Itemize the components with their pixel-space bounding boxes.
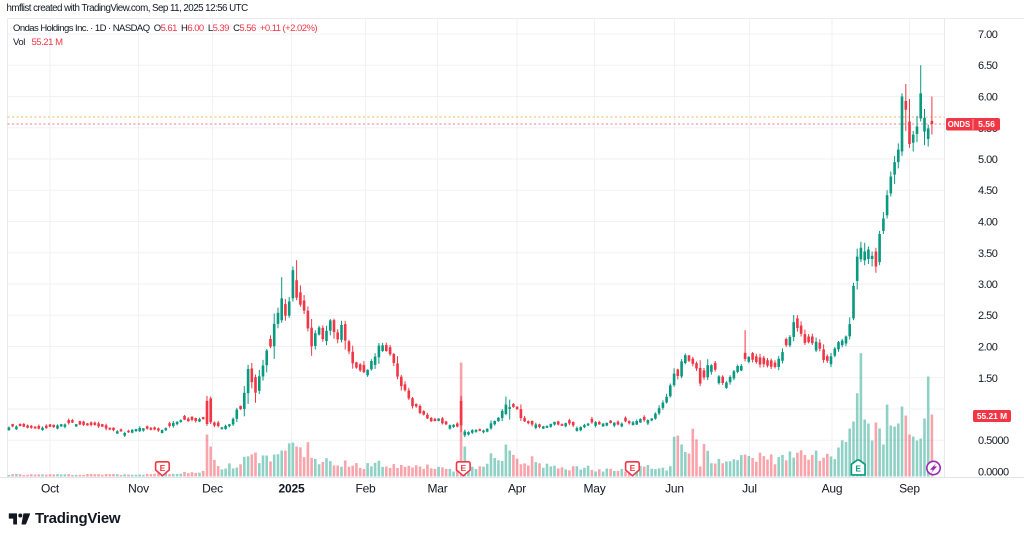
svg-text:4.50: 4.50	[978, 185, 998, 197]
svg-text:Nov: Nov	[128, 482, 149, 496]
svg-text:1.50: 1.50	[978, 373, 998, 385]
svg-text:Sep: Sep	[899, 482, 920, 496]
svg-text:E: E	[460, 463, 466, 473]
svg-text:Oct: Oct	[41, 482, 60, 496]
svg-text:3.50: 3.50	[978, 248, 998, 260]
svg-text:ONDS: ONDS	[948, 120, 971, 129]
svg-text:Aug: Aug	[822, 482, 843, 496]
svg-text:Feb: Feb	[355, 482, 376, 496]
svg-text:Apr: Apr	[508, 482, 526, 496]
svg-text:2.00: 2.00	[978, 342, 998, 354]
svg-text:55.21 M: 55.21 M	[977, 411, 1007, 421]
svg-text:3.00: 3.00	[978, 279, 998, 291]
svg-text:4.00: 4.00	[978, 217, 998, 229]
svg-text:Jun: Jun	[665, 482, 684, 496]
svg-text:6.00: 6.00	[978, 92, 998, 104]
svg-text:E: E	[160, 463, 166, 473]
svg-text:2025: 2025	[279, 482, 305, 496]
svg-text:Jul: Jul	[742, 482, 757, 496]
svg-text:E: E	[855, 464, 861, 474]
svg-text:6.50: 6.50	[978, 60, 998, 72]
svg-text:E: E	[630, 463, 636, 473]
svg-text:0.5000: 0.5000	[978, 435, 1009, 447]
svg-text:Dec: Dec	[202, 482, 223, 496]
svg-text:5.00: 5.00	[978, 154, 998, 166]
svg-text:Mar: Mar	[427, 482, 447, 496]
svg-text:0.0000: 0.0000	[978, 467, 1009, 479]
svg-text:May: May	[583, 482, 605, 496]
svg-text:5.56: 5.56	[978, 119, 995, 129]
svg-text:7.00: 7.00	[978, 29, 998, 41]
svg-text:2.50: 2.50	[978, 310, 998, 322]
